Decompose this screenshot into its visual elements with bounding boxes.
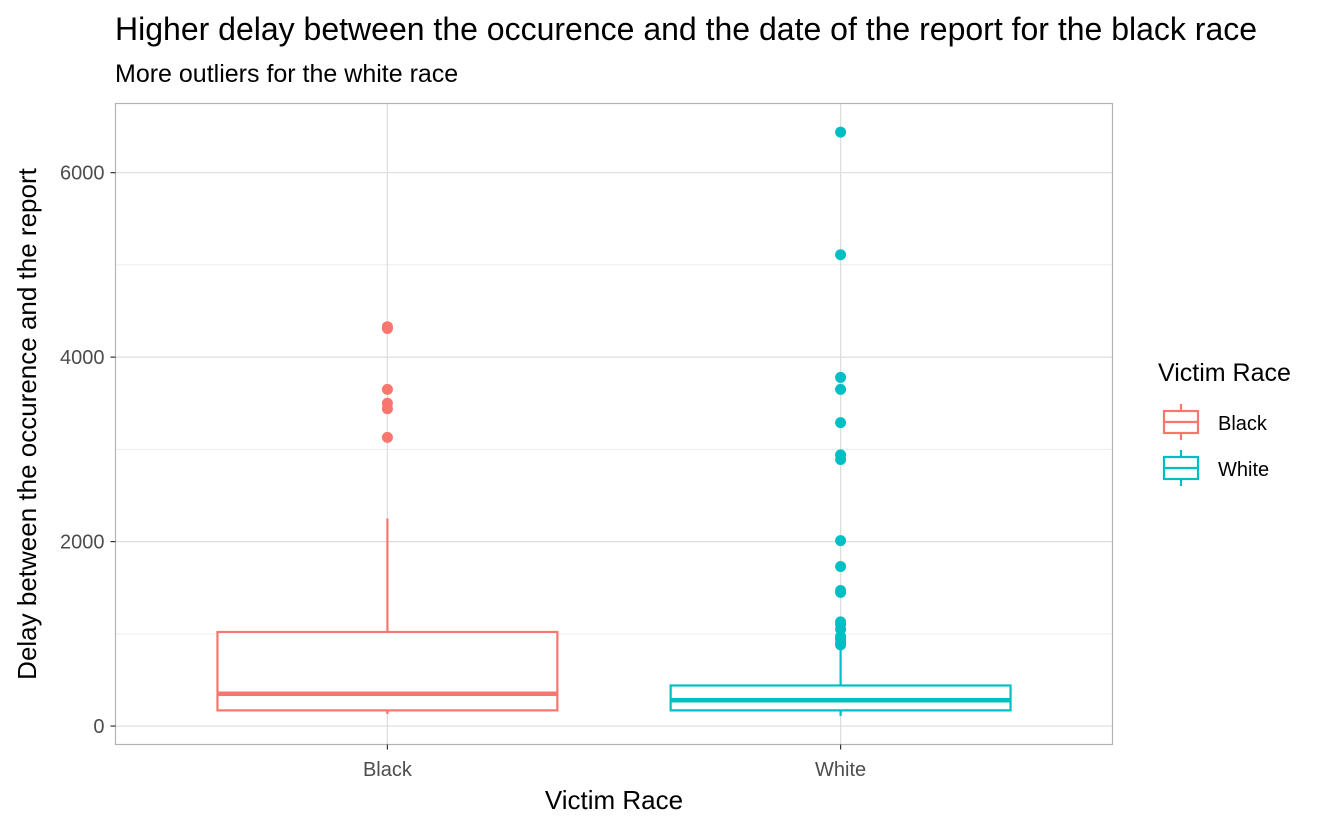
y-axis-title: Delay between the occurence and the repo… <box>12 167 42 679</box>
box-white <box>669 647 1012 716</box>
outlier-group <box>381 126 847 651</box>
outlier-point <box>381 397 393 409</box>
outlier-point <box>835 560 847 572</box>
y-axis: 0 2000 4000 6000 <box>60 163 116 738</box>
outlier-point <box>835 535 847 547</box>
y-tick-label: 4000 <box>60 347 105 369</box>
legend-label: White <box>1218 459 1269 481</box>
outlier-point <box>835 371 847 383</box>
chart-subtitle: More outliers for the white race <box>115 60 458 88</box>
legend-item-white: White <box>1162 450 1269 486</box>
box-black <box>216 518 559 715</box>
x-axis: Black White <box>363 744 866 781</box>
outlier-point <box>835 616 847 628</box>
outlier-point <box>381 431 393 443</box>
legend-item-black: Black <box>1162 404 1268 440</box>
box-iqr <box>669 684 1012 712</box>
legend: Victim Race Black White <box>1158 359 1291 486</box>
y-tick-label: 6000 <box>60 163 105 185</box>
outlier-point <box>381 383 393 395</box>
legend-label: Black <box>1218 413 1268 435</box>
legend-title: Victim Race <box>1158 359 1291 387</box>
outlier-point <box>835 417 847 429</box>
y-tick-label: 2000 <box>60 532 105 554</box>
outlier-point <box>835 126 847 138</box>
outlier-point <box>381 321 393 333</box>
y-tick-label: 0 <box>93 716 104 738</box>
x-axis-title: Victim Race <box>545 785 683 815</box>
outlier-point <box>835 584 847 596</box>
plot-panel-border <box>114 102 1114 746</box>
box-group <box>216 518 1012 716</box>
x-tick-label: White <box>815 759 866 781</box>
x-tick-label: Black <box>363 759 413 781</box>
chart-title: Higher delay between the occurence and t… <box>115 11 1257 47</box>
outlier-point <box>835 383 847 395</box>
outlier-point <box>835 249 847 261</box>
outlier-point <box>835 449 847 461</box>
box-iqr <box>216 630 559 712</box>
